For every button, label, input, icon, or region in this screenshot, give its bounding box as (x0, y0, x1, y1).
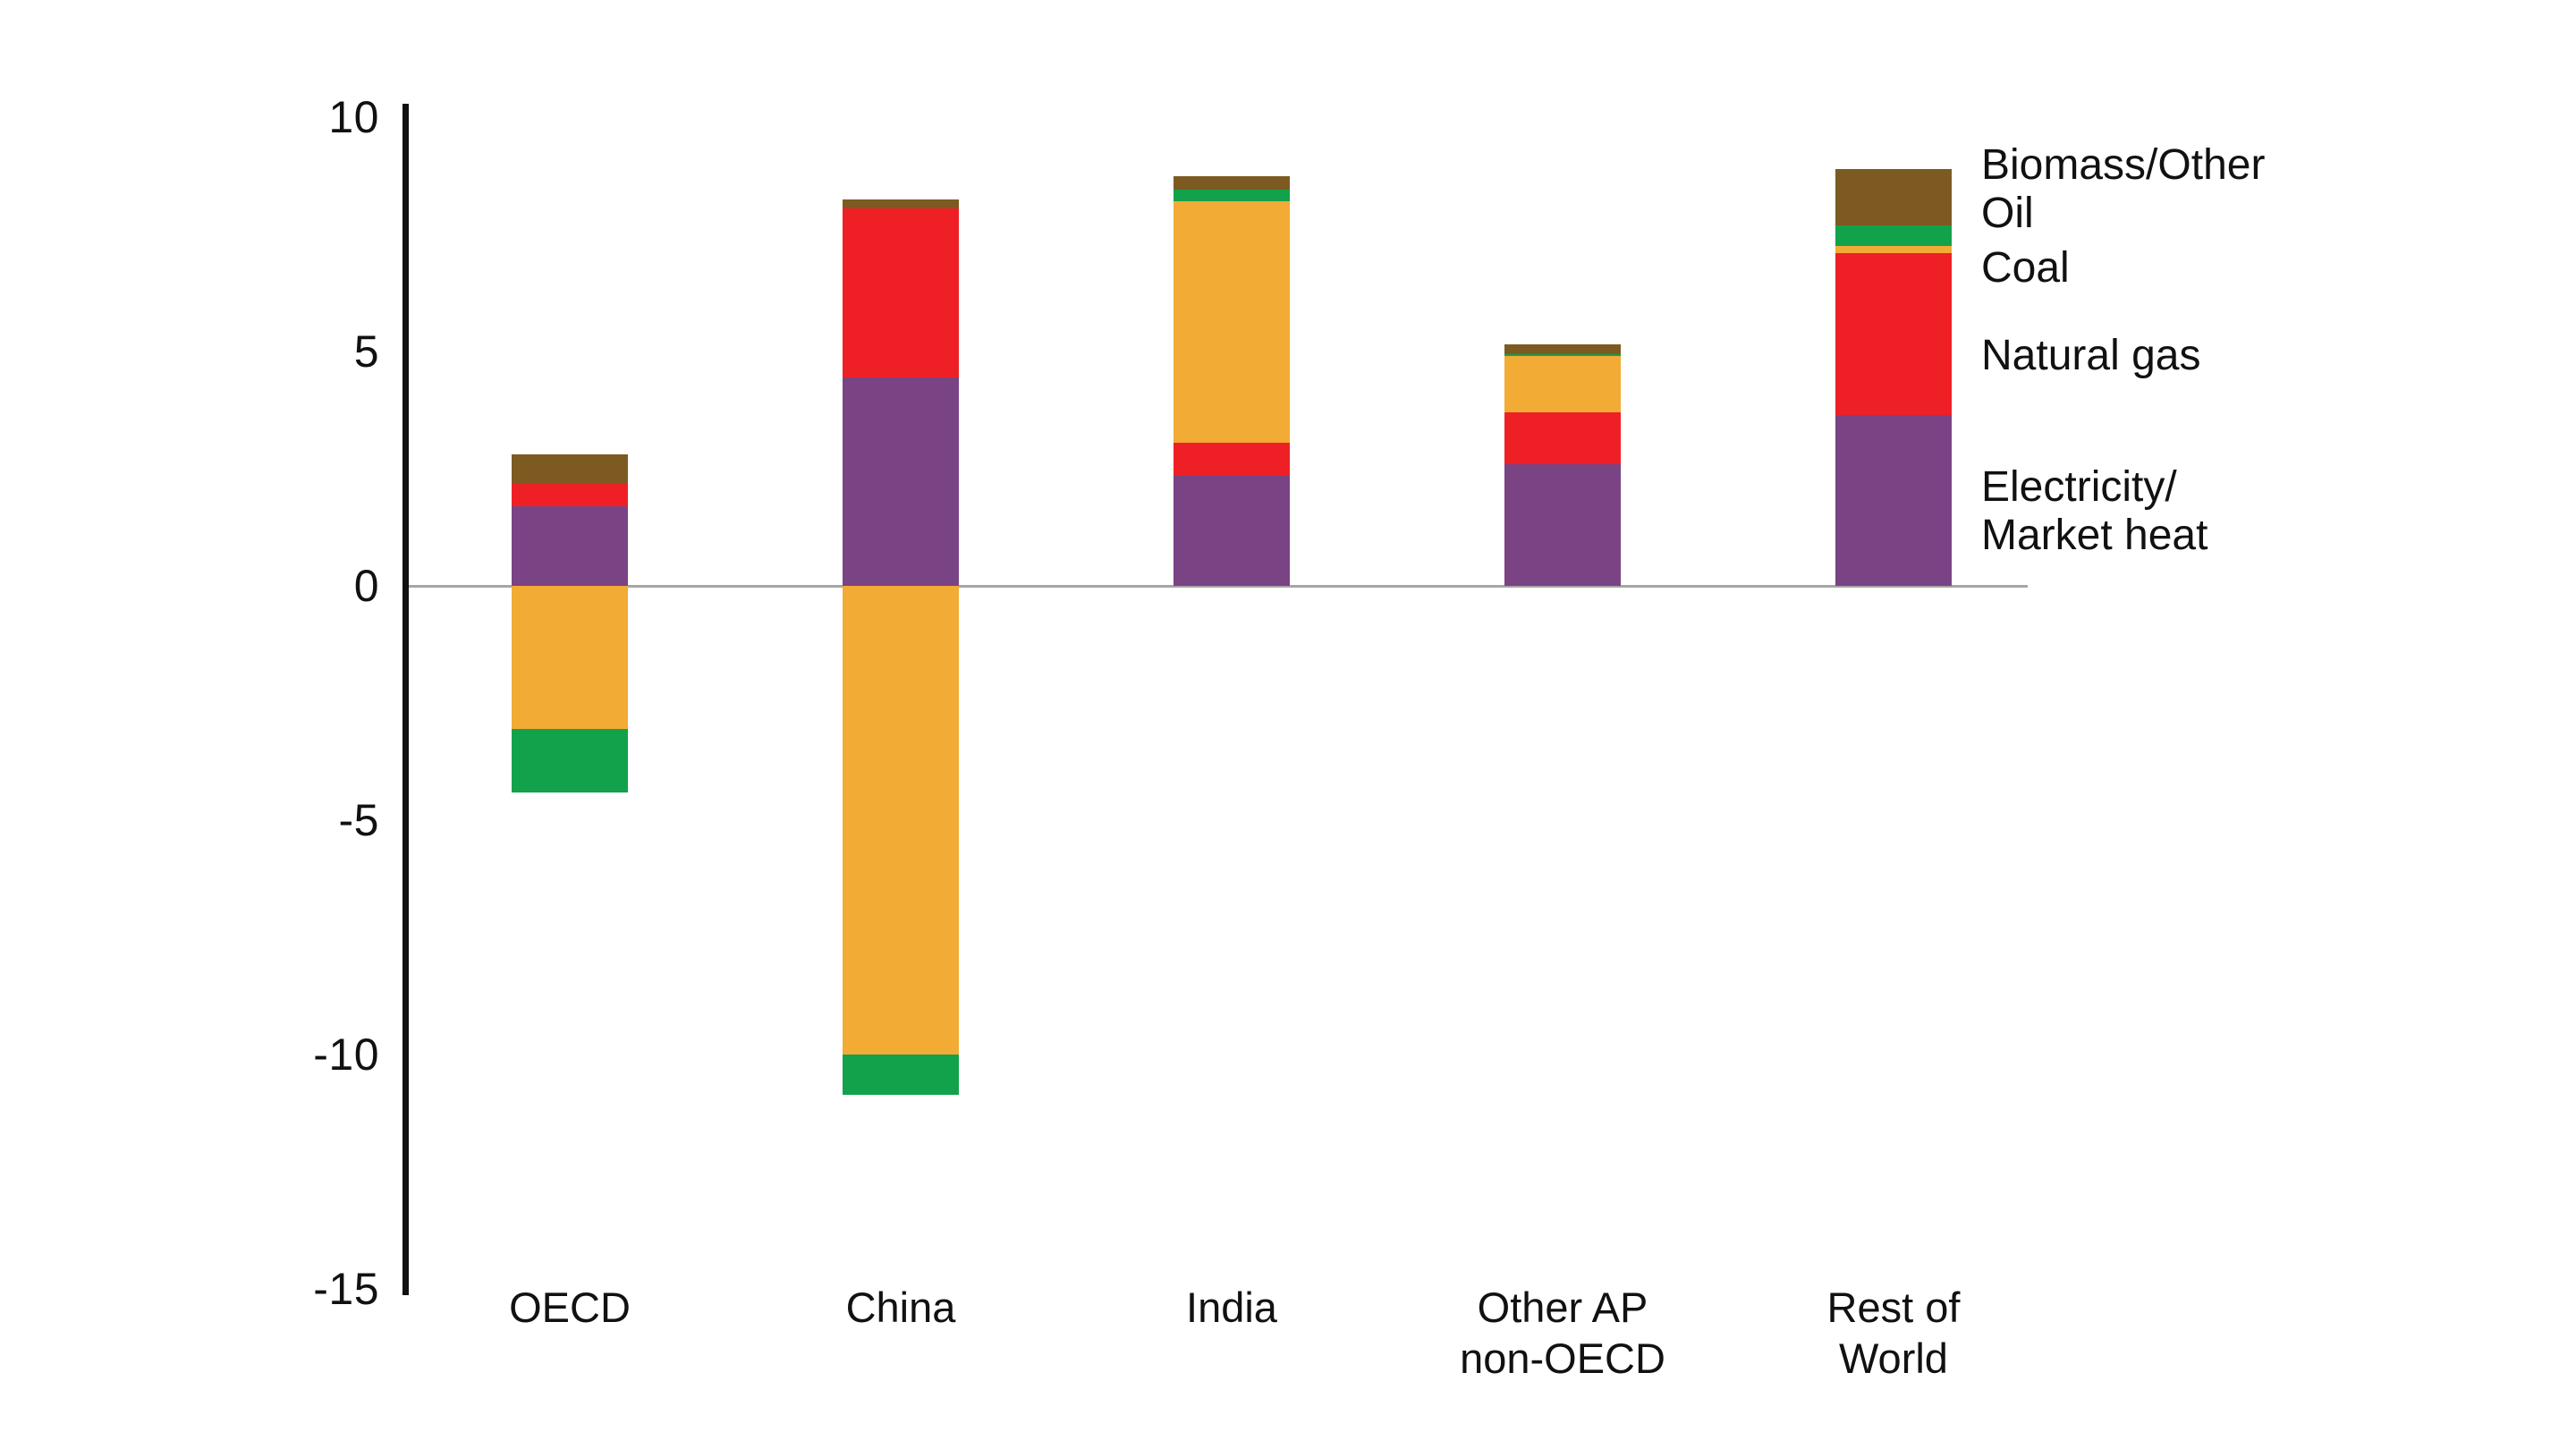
bar-segment-india-electricity-market-heat (1174, 475, 1290, 586)
bar-segment-china-oil (843, 1055, 959, 1095)
bar-segment-china-biomass-other (843, 199, 959, 209)
x-label-other-ap-non-oecd: Other AP non-OECD (1460, 1284, 1665, 1382)
x-label-india: India (1186, 1284, 1277, 1331)
bar-segment-rest-of-world-oil (1835, 225, 1952, 247)
bar-segment-oecd-coal (512, 586, 628, 729)
bar-segment-rest-of-world-biomass-other (1835, 168, 1952, 225)
x-label-rest-of-world: Rest of World (1826, 1284, 1961, 1382)
bar-segment-other-ap-non-oecd-natural-gas (1504, 412, 1621, 464)
bar-segment-other-ap-non-oecd-electricity-market-heat (1504, 463, 1621, 586)
bar-segment-india-natural-gas (1174, 443, 1290, 476)
y-tick-label-0: 0 (353, 561, 379, 611)
legend-label-oil: Oil (1981, 190, 2034, 237)
bar-segment-oecd-biomass-other (512, 454, 628, 483)
bar-segment-other-ap-non-oecd-coal (1504, 356, 1621, 413)
bar-segment-china-natural-gas (843, 208, 959, 377)
y-tick-label--5: -5 (338, 795, 379, 845)
y-tick-label--10: -10 (313, 1030, 379, 1080)
bar-segment-rest-of-world-coal (1835, 246, 1952, 253)
y-tick-label--15: -15 (313, 1264, 379, 1314)
bar-segment-india-oil (1174, 190, 1290, 202)
x-label-oecd: OECD (509, 1284, 631, 1331)
bar-segment-oecd-natural-gas (512, 482, 628, 506)
y-axis-line (402, 104, 409, 1295)
bar-segment-rest-of-world-electricity-market-heat (1835, 414, 1952, 586)
zero-baseline (409, 585, 2028, 588)
y-tick-label-5: 5 (353, 326, 379, 377)
bar-segment-china-coal (843, 586, 959, 1055)
bar-segment-india-biomass-other (1174, 175, 1290, 191)
bar-segment-china-electricity-market-heat (843, 377, 959, 586)
legend-label-natural-gas: Natural gas (1981, 332, 2201, 379)
bar-segment-india-coal (1174, 201, 1290, 444)
legend-label-electricity-market-heat: Electricity/Market heat (1981, 463, 2208, 559)
bar-segment-oecd-electricity-market-heat (512, 505, 628, 586)
legend-label-coal: Coal (1981, 244, 2070, 292)
x-label-china: China (845, 1284, 956, 1331)
bar-segment-other-ap-non-oecd-biomass-other (1504, 344, 1621, 354)
legend-label-biomass-other: Biomass/Other (1981, 141, 2266, 189)
bar-segment-rest-of-world-natural-gas (1835, 252, 1952, 415)
y-tick-label-10: 10 (328, 92, 379, 142)
bar-segment-oecd-oil (512, 728, 628, 792)
bar-segment-other-ap-non-oecd-oil (1504, 353, 1621, 357)
